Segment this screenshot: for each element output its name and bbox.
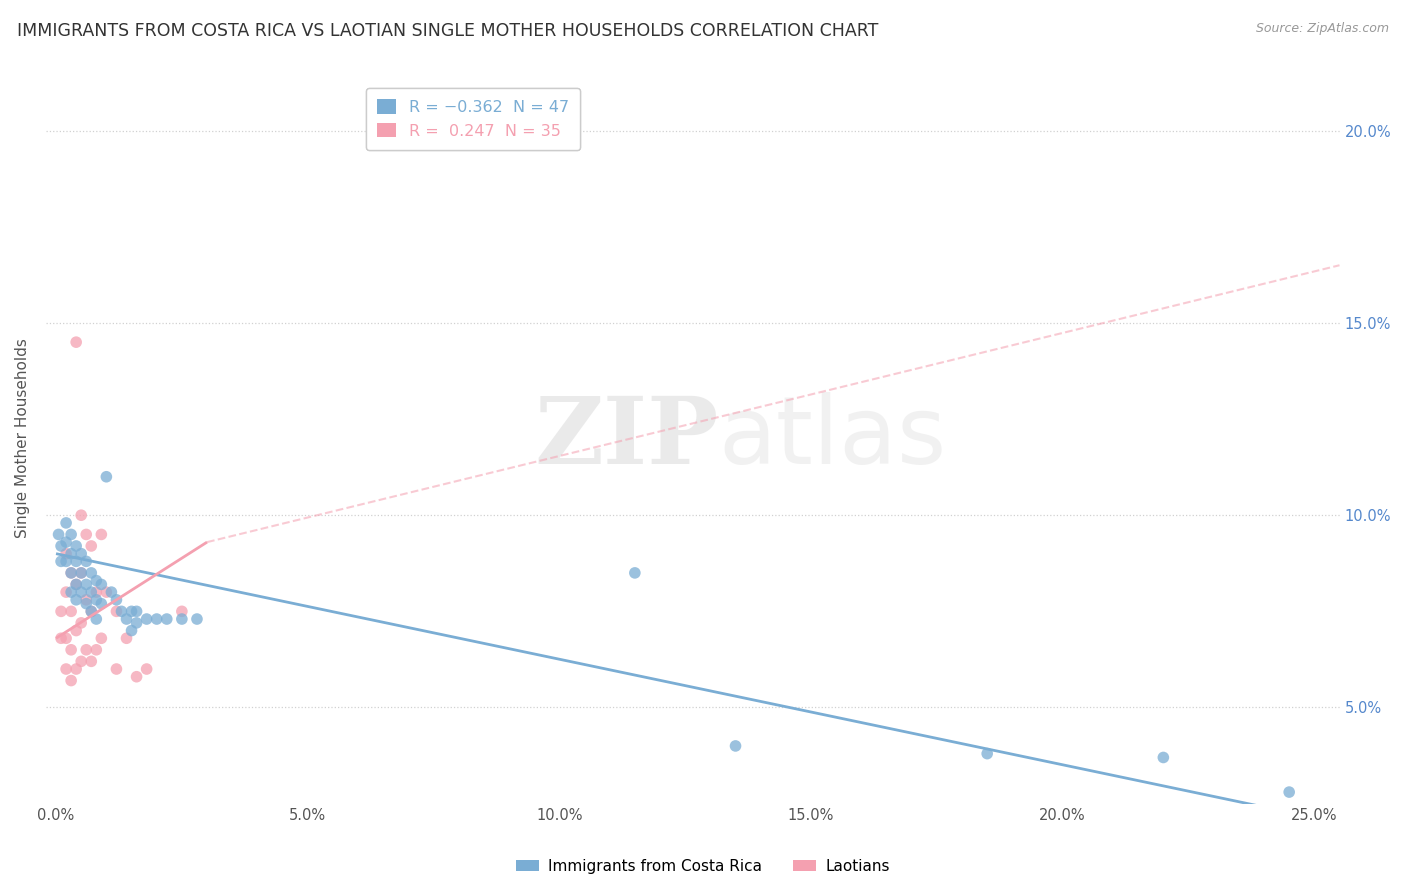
- Point: [121, 604, 143, 618]
- Point: [70, 566, 93, 580]
- Point: [70, 547, 93, 561]
- Point: [65, 624, 87, 638]
- Point: [90, 632, 112, 646]
- Point: [115, 612, 138, 626]
- Point: [65, 662, 87, 676]
- Point: [90, 577, 112, 591]
- Point: [60, 642, 83, 657]
- Point: [55, 554, 77, 568]
- Point: [75, 592, 97, 607]
- Point: [55, 632, 77, 646]
- Point: [110, 604, 132, 618]
- Point: [49, 632, 72, 646]
- Point: [55, 585, 77, 599]
- Point: [55, 662, 77, 676]
- Point: [135, 662, 157, 676]
- Point: [121, 624, 143, 638]
- Point: [65, 577, 87, 591]
- Legend: Immigrants from Costa Rica, Laotians: Immigrants from Costa Rica, Laotians: [510, 853, 896, 880]
- Point: [75, 554, 97, 568]
- Point: [60, 604, 83, 618]
- Point: [724, 739, 747, 753]
- Point: [186, 612, 208, 626]
- Point: [84, 592, 107, 607]
- Point: [49, 539, 72, 553]
- Point: [105, 592, 128, 607]
- Point: [80, 585, 103, 599]
- Point: [80, 604, 103, 618]
- Point: [80, 604, 103, 618]
- Point: [70, 508, 93, 523]
- Point: [55, 547, 77, 561]
- Text: IMMIGRANTS FROM COSTA RICA VS LAOTIAN SINGLE MOTHER HOUSEHOLDS CORRELATION CHART: IMMIGRANTS FROM COSTA RICA VS LAOTIAN SI…: [17, 22, 879, 40]
- Point: [80, 566, 103, 580]
- Point: [90, 527, 112, 541]
- Y-axis label: Single Mother Households: Single Mother Households: [15, 338, 30, 538]
- Point: [976, 747, 998, 761]
- Point: [84, 574, 107, 588]
- Point: [145, 612, 167, 626]
- Point: [70, 654, 93, 668]
- Text: Source: ZipAtlas.com: Source: ZipAtlas.com: [1256, 22, 1389, 36]
- Point: [105, 662, 128, 676]
- Text: ZIP: ZIP: [534, 393, 718, 483]
- Point: [125, 615, 148, 630]
- Point: [70, 566, 93, 580]
- Point: [75, 577, 97, 591]
- Point: [75, 642, 97, 657]
- Point: [170, 612, 193, 626]
- Point: [60, 547, 83, 561]
- Point: [65, 554, 87, 568]
- Point: [100, 585, 122, 599]
- Point: [84, 585, 107, 599]
- Point: [75, 597, 97, 611]
- Point: [624, 566, 647, 580]
- Point: [55, 516, 77, 530]
- Point: [60, 566, 83, 580]
- Point: [135, 612, 157, 626]
- Point: [170, 604, 193, 618]
- Point: [49, 554, 72, 568]
- Point: [125, 604, 148, 618]
- Text: atlas: atlas: [718, 392, 946, 484]
- Point: [105, 604, 128, 618]
- Point: [125, 670, 148, 684]
- Point: [84, 642, 107, 657]
- Point: [75, 527, 97, 541]
- Point: [1278, 785, 1301, 799]
- Point: [70, 615, 93, 630]
- Point: [49, 604, 72, 618]
- Point: [156, 612, 179, 626]
- Point: [60, 527, 83, 541]
- Point: [115, 632, 138, 646]
- Point: [84, 612, 107, 626]
- Point: [65, 592, 87, 607]
- Point: [60, 585, 83, 599]
- Point: [55, 535, 77, 549]
- Point: [70, 585, 93, 599]
- Point: [65, 539, 87, 553]
- Point: [96, 585, 118, 599]
- Point: [96, 469, 118, 483]
- Point: [80, 539, 103, 553]
- Point: [65, 335, 87, 350]
- Point: [65, 577, 87, 591]
- Point: [90, 597, 112, 611]
- Point: [48, 527, 70, 541]
- Point: [60, 673, 83, 688]
- Point: [80, 654, 103, 668]
- Point: [60, 566, 83, 580]
- Point: [1152, 750, 1174, 764]
- Legend: R = −0.362  N = 47, R =  0.247  N = 35: R = −0.362 N = 47, R = 0.247 N = 35: [366, 88, 581, 150]
